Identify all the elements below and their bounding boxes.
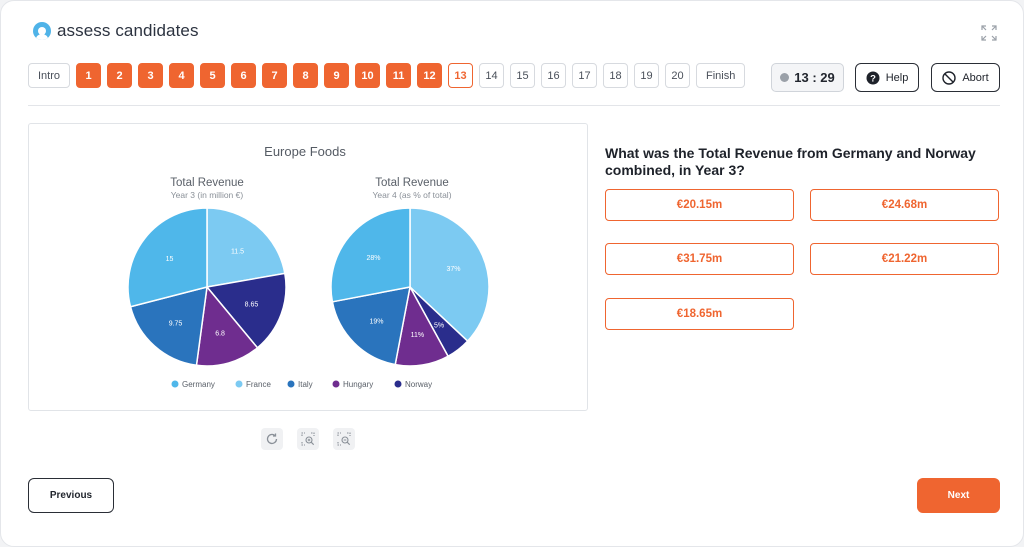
slice-label: 11%	[411, 332, 425, 339]
previous-button[interactable]: Previous	[28, 478, 114, 513]
pie-slice-france	[409, 207, 490, 343]
clock-icon	[780, 73, 790, 82]
question-button[interactable]: 6	[231, 63, 257, 88]
answer-option-2[interactable]: €24.68m	[810, 189, 999, 221]
question-button[interactable]: 13	[448, 63, 474, 88]
pie-slice-italy	[331, 286, 411, 366]
legend-swatch	[394, 380, 402, 388]
chart-title: Europe Foods	[264, 144, 346, 159]
slice-label: 19%	[369, 319, 383, 326]
next-button[interactable]: Next	[917, 478, 1000, 513]
pie1-subtitle: Total Revenue	[170, 177, 244, 189]
timer: 13 : 29	[771, 63, 844, 92]
slice-label: 11.5	[231, 249, 244, 256]
legend-label: Norway	[405, 380, 432, 389]
pie-slice-hungary	[195, 285, 259, 367]
pie-slice-norway	[205, 272, 287, 349]
ban-icon	[942, 70, 957, 85]
question-text: What was the Total Revenue from Germany …	[605, 145, 976, 178]
pie-slice-italy	[129, 285, 208, 367]
divider	[28, 105, 1000, 106]
slice-label: 15	[166, 256, 174, 263]
zoom-out-icon[interactable]	[333, 428, 355, 450]
slice-label: 28%	[366, 255, 380, 262]
question-button[interactable]: 4	[169, 63, 195, 88]
question-button[interactable]: 7	[262, 63, 288, 88]
pie2-subtitle: Total Revenue	[375, 177, 449, 189]
legend-swatch	[171, 380, 179, 388]
answer-option-5[interactable]: €18.65m	[605, 298, 794, 330]
logo-text: assess candidates	[57, 21, 199, 40]
zoom-in-icon[interactable]	[297, 428, 319, 450]
finish-button[interactable]: Finish	[696, 63, 746, 88]
slice-label: 6.8	[215, 331, 225, 338]
slice-label: 9.75	[169, 320, 183, 327]
pie2-caption: Year 4 (as % of total)	[372, 190, 451, 200]
question-button[interactable]: 8	[293, 63, 319, 88]
question-button[interactable]: 3	[138, 63, 164, 88]
slice-label: 8.65	[245, 301, 259, 308]
abort-label: Abort	[962, 71, 989, 84]
pie-year3: 11.5 8.65 6.8 9.75 15	[127, 207, 287, 367]
legend-label: Italy	[298, 380, 313, 389]
question-button[interactable]: 19	[634, 63, 660, 88]
question-button[interactable]: 2	[107, 63, 133, 88]
question-button[interactable]: 1	[76, 63, 102, 88]
question-button[interactable]: 17	[572, 63, 598, 88]
pie-year4: 37% 5% 11% 19% 28%	[330, 207, 490, 367]
pie-slice-france	[206, 207, 286, 288]
intro-button[interactable]: Intro	[28, 63, 71, 88]
question-button[interactable]: 10	[355, 63, 381, 88]
answer-option-3[interactable]: €31.75m	[605, 243, 794, 275]
answer-option-1[interactable]: €20.15m	[605, 189, 794, 221]
question-button[interactable]: 9	[324, 63, 350, 88]
legend-label: France	[246, 380, 271, 389]
pie1-caption: Year 3 (in million €)	[171, 190, 244, 200]
legend-swatch	[287, 380, 295, 388]
logo-icon	[33, 22, 51, 40]
answer-option-4[interactable]: €21.22m	[810, 243, 999, 275]
question-button[interactable]: 18	[603, 63, 629, 88]
chart-legend: Germany France Italy Hungary Norway	[171, 380, 432, 389]
chart-panel: Europe Foods Total Revenue Year 3 (in mi…	[28, 123, 588, 411]
question-button[interactable]: 16	[541, 63, 567, 88]
reset-rotate-icon[interactable]	[261, 428, 283, 450]
abort-button[interactable]: Abort	[931, 63, 1000, 92]
slice-label: 5%	[434, 322, 444, 329]
question-navigator: Intro 1 2 3 4 5 6 7 8 9 10 11 12 13 14 15 16 17 18 19 20 Fini…	[28, 63, 746, 88]
legend-label: Germany	[182, 380, 215, 389]
question-button[interactable]: 20	[665, 63, 691, 88]
question-icon: ?	[866, 71, 880, 84]
pie-slice-germany	[330, 207, 411, 303]
question-button[interactable]: 11	[386, 63, 412, 88]
help-button[interactable]: ? Help	[855, 63, 919, 92]
timer-value: 13 : 29	[794, 70, 835, 85]
svg-text:?: ?	[870, 73, 876, 84]
logo: assess candidates	[33, 21, 199, 41]
legend-label: Hungary	[343, 380, 373, 389]
legend-swatch	[235, 380, 243, 388]
help-label: Help	[885, 71, 909, 84]
question-button[interactable]: 12	[417, 63, 443, 88]
question-button[interactable]: 15	[510, 63, 536, 88]
legend-swatch	[332, 380, 340, 388]
fullscreen-icon[interactable]	[981, 25, 997, 41]
pie-charts: Europe Foods Total Revenue Year 3 (in mi…	[127, 144, 490, 389]
pie-slice-germany	[127, 207, 208, 308]
question-button[interactable]: 5	[200, 63, 226, 88]
slice-label: 37%	[446, 266, 460, 273]
chart-tools	[261, 428, 355, 450]
question-button[interactable]: 14	[479, 63, 505, 88]
